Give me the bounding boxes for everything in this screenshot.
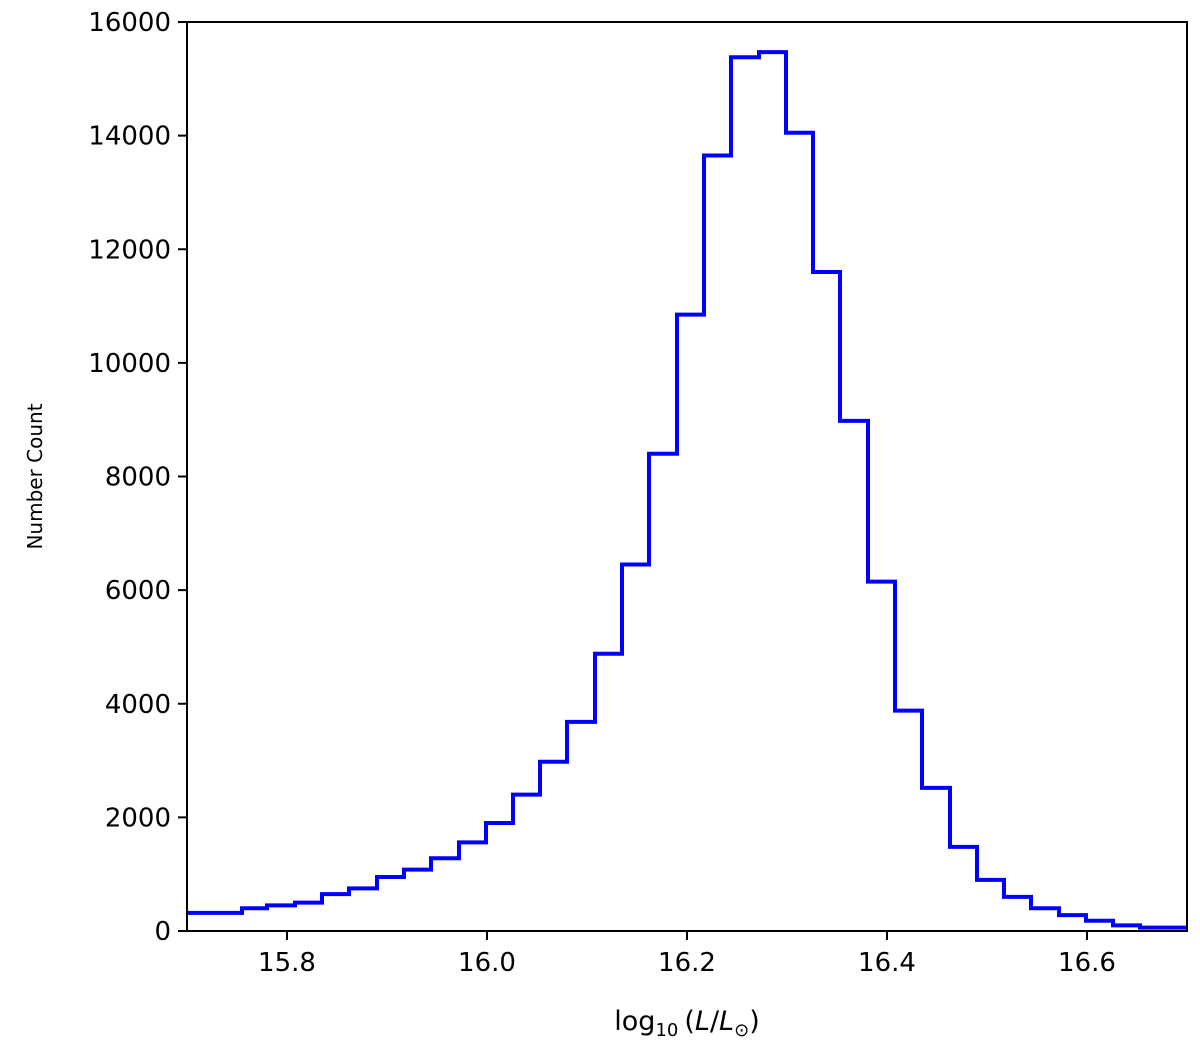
y-axis-ticks: 0 2000 4000 6000 8000 10000 12000 14000 16000 <box>88 8 187 947</box>
x-axis-label-log-base: 10 <box>655 1020 678 1041</box>
histogram-bin <box>895 711 922 931</box>
y-tick-label: 6000 <box>105 576 171 606</box>
histogram-bin <box>704 156 731 931</box>
histogram-bin <box>595 654 622 931</box>
histogram-bin <box>868 582 895 931</box>
histogram-bin <box>1031 908 1059 931</box>
histogram-bin <box>840 421 868 931</box>
histogram-bin <box>513 795 540 931</box>
histogram-bin <box>759 52 786 931</box>
y-tick-label: 8000 <box>105 463 171 493</box>
histogram-bin <box>459 842 486 931</box>
y-tick-label: 14000 <box>88 122 171 152</box>
histogram-bin <box>267 905 295 931</box>
x-axis-label-numerator: L <box>695 1006 710 1037</box>
y-tick-label: 16000 <box>88 8 171 38</box>
x-axis-label-denominator: L <box>719 1006 734 1037</box>
x-tick-label: 16.2 <box>658 948 716 978</box>
histogram-bin <box>349 888 377 931</box>
y-axis-label: Number Count <box>23 403 47 549</box>
y-tick-label: 0 <box>154 917 171 947</box>
histogram-bin <box>731 57 759 931</box>
histogram-bin <box>431 858 459 931</box>
x-tick-label: 16.0 <box>458 948 516 978</box>
x-axis-label-close-paren: ) <box>749 1006 760 1037</box>
histogram-bin <box>295 903 322 931</box>
x-axis-label: log10 (L/L⊙) <box>614 1006 759 1041</box>
histogram-bin <box>486 823 513 931</box>
histogram-bin <box>242 908 267 931</box>
plot-area-frame <box>186 21 1188 932</box>
histogram-bin <box>187 913 242 931</box>
x-axis-label-open-paren: ( <box>684 1006 695 1037</box>
x-axis-label-log: log <box>614 1006 655 1037</box>
x-axis-ticks: 15.8 16.0 16.2 16.4 16.6 <box>258 931 1116 978</box>
histogram-bin <box>922 788 950 931</box>
histogram-bin <box>977 880 1004 931</box>
x-axis-label-sun-symbol: ⊙ <box>734 1020 749 1041</box>
histogram-step-outline <box>187 50 1187 930</box>
histogram-bars <box>187 52 1187 931</box>
histogram-bin <box>677 315 704 931</box>
histogram-bin <box>1004 897 1031 931</box>
histogram-bin <box>540 762 567 931</box>
histogram-bin <box>404 870 431 931</box>
y-tick-label: 2000 <box>105 803 171 833</box>
histogram-bin <box>786 133 813 931</box>
histogram-bin <box>649 454 677 931</box>
histogram-bin <box>322 894 349 931</box>
y-tick-label: 10000 <box>88 349 171 379</box>
histogram-bin <box>950 847 977 931</box>
histogram-bin <box>567 722 595 931</box>
y-tick-label: 4000 <box>105 690 171 720</box>
histogram-bin <box>813 272 840 931</box>
histogram-bin <box>622 565 649 931</box>
histogram-bin <box>1059 915 1086 931</box>
x-tick-label: 15.8 <box>258 948 316 978</box>
x-axis-label-slash: / <box>710 1006 720 1037</box>
histogram-bin <box>377 877 404 931</box>
x-tick-label: 16.4 <box>858 948 916 978</box>
y-tick-label: 12000 <box>88 235 171 265</box>
x-tick-label: 16.6 <box>1058 948 1116 978</box>
